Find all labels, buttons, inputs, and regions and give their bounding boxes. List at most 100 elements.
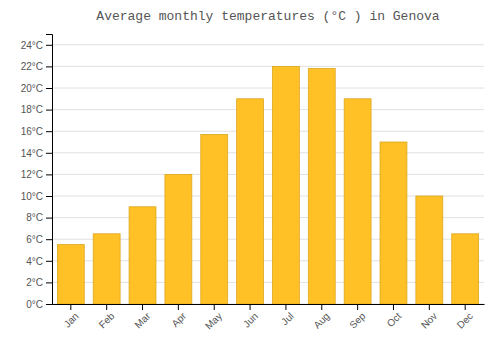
tick-mark (46, 131, 52, 132)
bar (129, 207, 156, 304)
bar (416, 196, 443, 304)
tick-mark (106, 304, 107, 310)
tick-label: 10°C (21, 191, 43, 202)
tick-mark (285, 304, 286, 310)
tick-label: 0°C (26, 299, 43, 310)
tick: Jun (241, 304, 260, 330)
grid-line (52, 88, 484, 89)
axis-line (53, 304, 485, 305)
tick-mark (46, 239, 52, 240)
tick-label: 14°C (21, 148, 43, 159)
grid-line (52, 44, 484, 45)
tick: Mar (132, 304, 152, 330)
tick-label: Nov (419, 310, 439, 330)
tick-mark (46, 282, 52, 283)
tick-label: Mar (132, 310, 152, 330)
tick-mark (46, 66, 52, 67)
bar (308, 69, 335, 304)
tick-mark (429, 304, 430, 310)
tick-label: Oct (385, 310, 404, 329)
tick: 10°C (21, 191, 52, 202)
tick-label: 22°C (21, 61, 43, 72)
plot-area: 0°C 2°C 4°C 6°C 8°C 10°C 12°C 14°C 16°C 18°C 20°C 2… (21, 35, 485, 332)
grid-line (52, 152, 484, 153)
tick-label: May (203, 310, 224, 331)
tick: 4°C (26, 256, 52, 267)
tick-label: 18°C (21, 104, 43, 115)
tick-label: 20°C (21, 83, 43, 94)
title: Average monthly temperatures (°C ) in Ge… (96, 9, 439, 24)
tick: Aug (311, 304, 331, 331)
tick-mark (357, 304, 358, 310)
tick: 0°C (26, 299, 52, 310)
bar (344, 99, 371, 304)
tick-mark (465, 304, 466, 310)
tick-label: 24°C (21, 40, 43, 51)
tick-label: 4°C (26, 256, 43, 267)
tick: Feb (97, 304, 117, 330)
tick-mark (46, 261, 52, 262)
tick-mark (393, 304, 394, 310)
tick-mark (46, 153, 52, 154)
grid (52, 45, 484, 304)
tick-mark (46, 174, 52, 175)
tick: 16°C (21, 126, 52, 137)
grid-line (52, 174, 484, 175)
tick-label: Sep (347, 310, 368, 331)
tick-label: Aug (311, 310, 331, 330)
tick: 14°C (21, 148, 52, 159)
tick-label: Apr (169, 310, 188, 329)
tick: Dec (455, 304, 475, 331)
bar (201, 134, 228, 304)
tick-mark (46, 304, 52, 305)
bar (380, 142, 407, 304)
tick: Nov (419, 304, 439, 331)
tick-label: Jan (62, 310, 81, 329)
tick: 20°C (21, 83, 52, 94)
tick-mark (46, 110, 52, 111)
tick-label: 16°C (21, 126, 43, 137)
bar (272, 66, 299, 304)
tick: 24°C (21, 40, 52, 51)
tick-label: 12°C (21, 169, 43, 180)
tick: 22°C (21, 61, 52, 72)
y-axis: 0°C 2°C 4°C 6°C 8°C 10°C 12°C 14°C 16°C 18°C 20°C 2… (21, 35, 53, 310)
tick-mark (214, 304, 215, 310)
tick-label: 2°C (26, 277, 43, 288)
grid-line (52, 109, 484, 110)
tick-label: Jun (241, 310, 260, 329)
tick-mark (46, 196, 52, 197)
bar (57, 245, 84, 304)
tick: Apr (169, 304, 188, 329)
tick: 2°C (26, 277, 52, 288)
tick-label: Dec (455, 310, 475, 330)
tick: Jul (279, 304, 296, 327)
tick: Sep (347, 304, 368, 331)
tick-mark (70, 304, 71, 310)
tick: Oct (385, 304, 404, 329)
tick-mark (46, 218, 52, 219)
tick-label: 8°C (26, 212, 43, 223)
chart-svg: 0°C 2°C 4°C 6°C 8°C 10°C 12°C 14°C 16°C 18°C 20°C 2… (0, 0, 500, 350)
tick: May (203, 304, 224, 332)
chart-container: 0°C 2°C 4°C 6°C 8°C 10°C 12°C 14°C 16°C 18°C 20°C 2… (0, 0, 500, 350)
tick-label: Jul (279, 310, 296, 327)
tick-label: Feb (97, 310, 117, 330)
grid-line (52, 131, 484, 132)
bar (165, 174, 192, 304)
bar (237, 99, 264, 304)
tick-mark (46, 88, 52, 89)
bars (57, 66, 478, 304)
grid-line (52, 66, 484, 67)
tick-mark (321, 304, 322, 310)
tick: 18°C (21, 104, 52, 115)
tick: 6°C (26, 234, 52, 245)
bar (93, 234, 120, 304)
tick: 8°C (26, 212, 52, 223)
tick-mark (250, 304, 251, 310)
tick: 12°C (21, 169, 52, 180)
axis-line (46, 35, 53, 305)
tick-mark (46, 45, 52, 46)
tick-mark (178, 304, 179, 310)
tick: Jan (62, 304, 81, 330)
